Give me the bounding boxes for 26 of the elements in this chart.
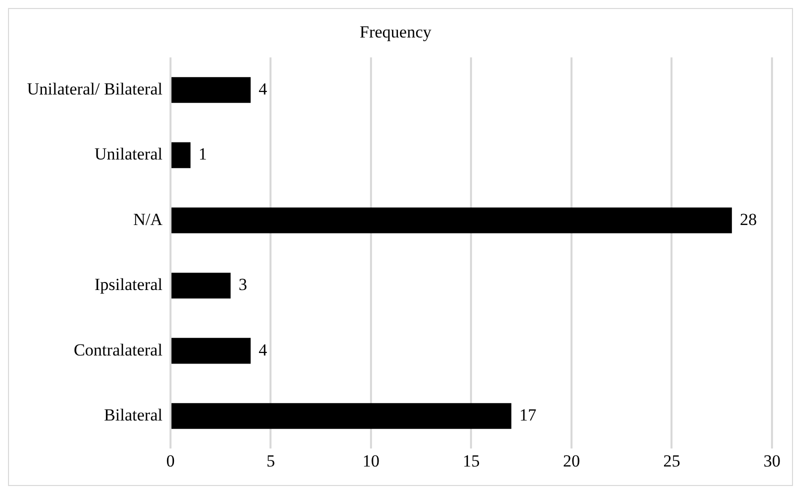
x-tick-label: 30: [764, 451, 780, 470]
bar: [171, 272, 231, 299]
x-tick-label: 20: [562, 451, 580, 470]
chart-title: Frequency: [360, 22, 432, 42]
data-label: 4: [258, 79, 268, 98]
bar: [171, 207, 732, 234]
data-label: 3: [238, 275, 248, 294]
data-label: 17: [519, 405, 537, 424]
y-tick-label: Unilateral/ Bilateral: [27, 79, 163, 98]
y-tick-label: Contralateral: [74, 340, 163, 360]
data-label: 1: [198, 144, 208, 164]
x-tick-label: 10: [362, 451, 380, 470]
bar: [171, 403, 512, 429]
x-tick-label: 0: [166, 451, 175, 470]
x-tick-label: 25: [663, 451, 680, 470]
y-tick-label: Bilateral: [104, 405, 163, 424]
data-label: 28: [740, 210, 757, 229]
bar: [171, 338, 251, 364]
bar: [171, 77, 251, 103]
y-tick-label: N/A: [133, 210, 164, 229]
x-tick-label: 5: [266, 451, 275, 470]
x-tick-label: 15: [462, 451, 480, 470]
bar: [171, 142, 191, 168]
data-label: 4: [258, 340, 268, 360]
y-tick-label: Ipsilateral: [94, 275, 163, 294]
y-tick-label: Unilateral: [94, 144, 163, 164]
